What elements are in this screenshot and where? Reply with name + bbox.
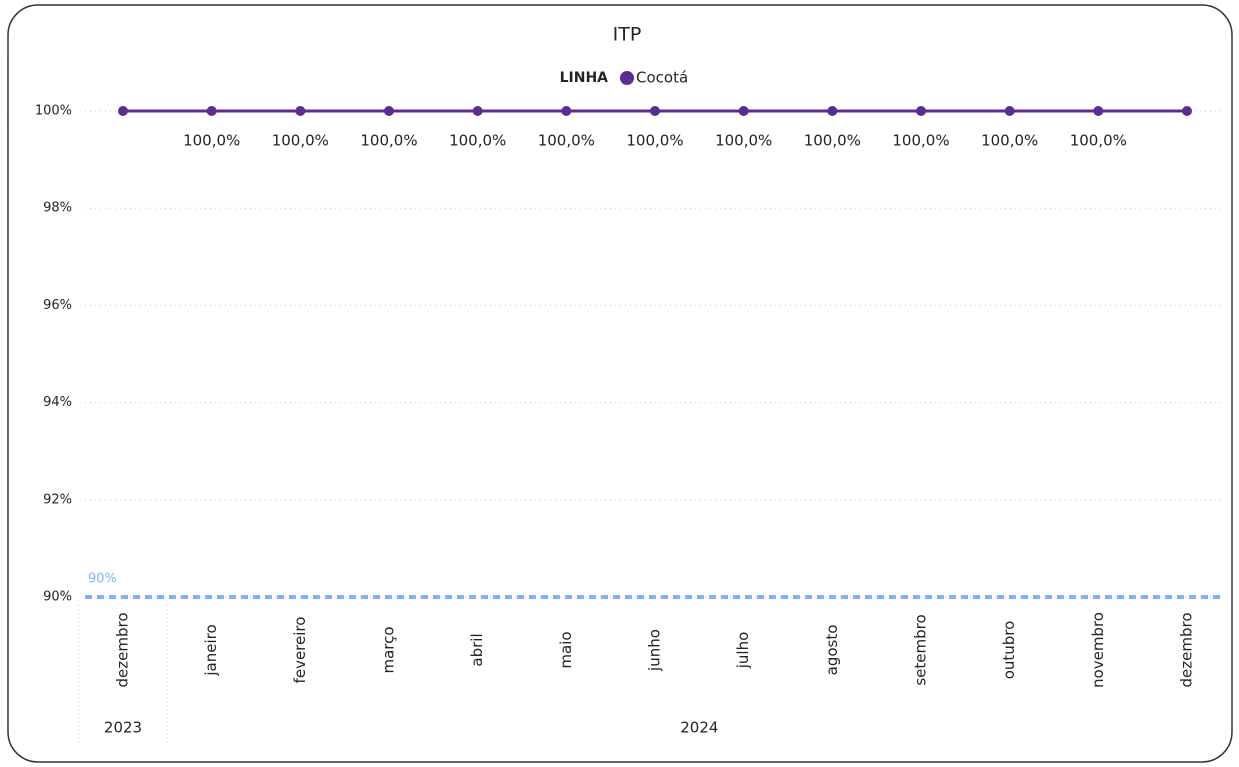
legend-marker	[620, 71, 634, 85]
chart-title: ITP	[613, 24, 642, 46]
data-point	[561, 106, 572, 116]
x-tick-label: dezembro	[114, 613, 132, 688]
x-tick-label: julho	[734, 632, 752, 670]
x-tick-label: fevereiro	[291, 617, 309, 684]
data-label: 100,0%	[804, 132, 861, 150]
x-tick-label: junho	[646, 629, 664, 672]
x-tick-label: setembro	[912, 614, 930, 685]
legend-title: LINHA	[560, 70, 609, 86]
data-label: 100,0%	[449, 132, 506, 150]
data-point	[384, 106, 394, 116]
x-tick-label: outubro	[1000, 621, 1018, 680]
data-point	[827, 106, 838, 116]
legend-label: Cocotá	[636, 69, 688, 87]
data-point	[472, 106, 483, 116]
data-point	[650, 106, 660, 116]
x-tick-label: maio	[557, 631, 575, 668]
data-label: 100,0%	[272, 132, 329, 150]
data-point	[206, 106, 217, 116]
y-tick-label: 96%	[43, 298, 72, 313]
data-label: 100,0%	[1070, 132, 1127, 150]
x-tick-label: novembro	[1089, 612, 1107, 688]
y-tick-label: 90%	[43, 590, 72, 605]
data-label: 100,0%	[538, 132, 595, 150]
y-tick-label: 98%	[43, 201, 72, 216]
x-tick-label: abril	[468, 633, 486, 666]
x-tick-label: março	[380, 626, 398, 673]
data-point	[916, 106, 926, 116]
x-tick-label: agosto	[823, 625, 841, 676]
data-point	[1093, 106, 1104, 116]
data-label: 100,0%	[981, 132, 1038, 150]
legend: Cocotá	[620, 69, 688, 87]
year-label: 2024	[680, 719, 718, 737]
reference-label: 90%	[88, 572, 117, 587]
data-point	[1182, 106, 1192, 116]
data-point	[118, 106, 128, 116]
card-border	[7, 4, 1233, 763]
data-point	[295, 106, 306, 116]
y-tick-label: 100%	[35, 104, 72, 119]
data-label: 100,0%	[892, 132, 949, 150]
x-tick-label: janeiro	[202, 624, 220, 676]
x-tick-label: dezembro	[1178, 613, 1196, 688]
year-label: 2023	[104, 719, 142, 737]
data-point	[738, 106, 749, 116]
data-label: 100,0%	[360, 132, 417, 150]
data-point	[1004, 106, 1015, 116]
data-label: 100,0%	[715, 132, 772, 150]
data-label: 100,0%	[183, 132, 240, 150]
y-tick-label: 94%	[43, 395, 72, 410]
data-label: 100,0%	[626, 132, 683, 150]
y-tick-label: 92%	[43, 492, 72, 507]
